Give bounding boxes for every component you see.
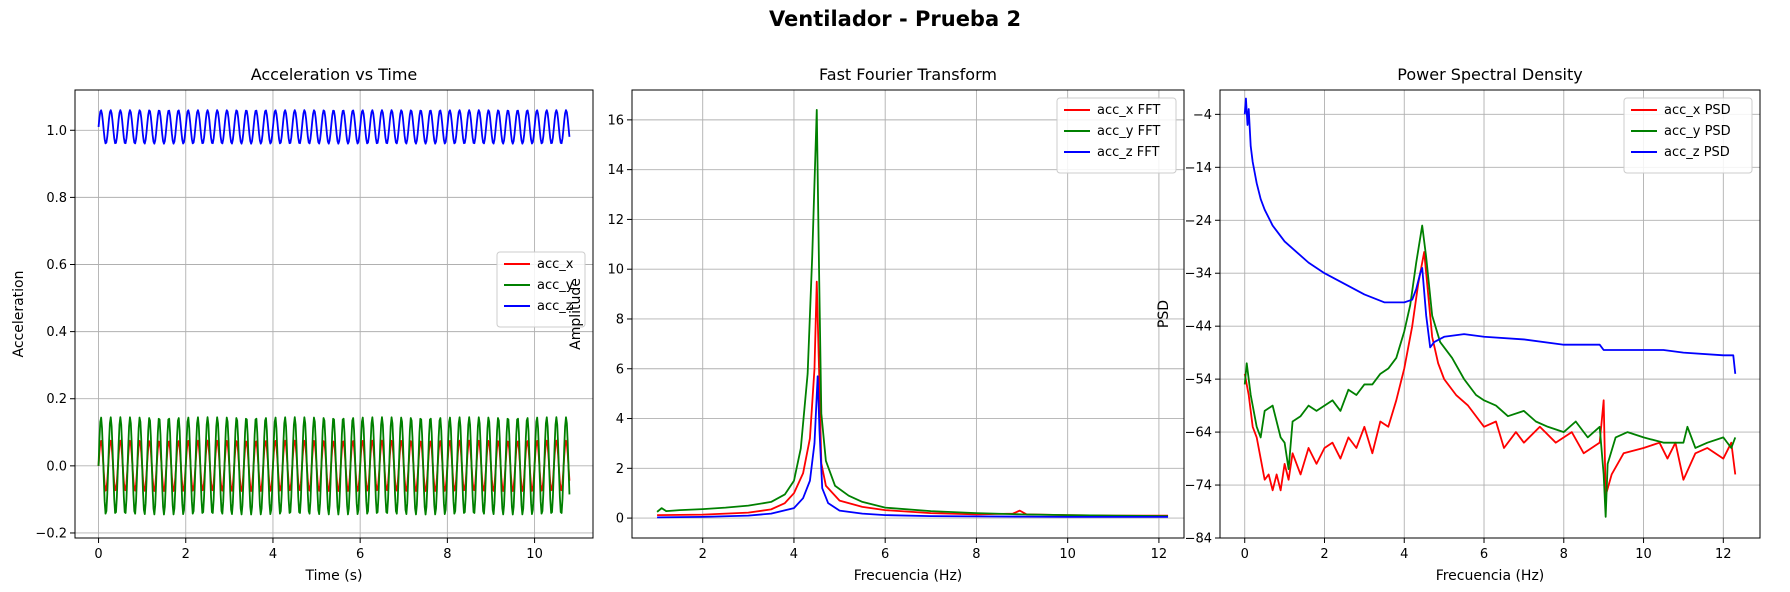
x-tick-label: 2: [182, 547, 190, 562]
y-tick-label: −34: [1185, 267, 1212, 282]
legend-box: [496, 251, 586, 328]
y-axis-label: Amplitude: [568, 278, 584, 350]
y-tick-label: 10: [607, 263, 624, 278]
x-axis-label: Frecuencia (Hz): [1436, 568, 1545, 584]
x-axis-label: Time (s): [305, 568, 363, 584]
y-tick-label: −4: [1193, 108, 1212, 123]
legend-entry-label: acc_y PSD: [1664, 124, 1731, 139]
legend-entry-label: acc_z: [537, 299, 573, 314]
x-tick-label: 12: [1715, 547, 1732, 562]
y-tick-label: 0.4: [46, 325, 67, 340]
legend-entry-label: acc_x FFT: [1097, 103, 1160, 118]
legend-entry-label: acc_y FFT: [1097, 124, 1160, 139]
y-tick-label: 0: [616, 512, 624, 527]
y-tick-label: 2: [616, 462, 624, 477]
series-line-acc_y: [97, 416, 571, 516]
chart-panel-3: 0 2 4 6 8 10 12 −4 −14 −24 −34 −44 −54 −64 −74 −84 Power…: [1156, 65, 1761, 584]
x-tick-label: 10: [1059, 547, 1076, 562]
series-line-acc_x-fft: [657, 280, 1169, 517]
y-tick-label: 4: [616, 412, 624, 427]
y-tick-label: −74: [1185, 479, 1212, 494]
x-tick-label: 10: [526, 547, 543, 562]
legend-entry-label: acc_z PSD: [1664, 145, 1730, 160]
x-tick-label: 2: [699, 547, 707, 562]
x-tick-label: 4: [790, 547, 798, 562]
series-line-acc_x-psd: [1243, 251, 1737, 497]
y-tick-label: 0.0: [46, 459, 67, 474]
x-tick-label: 6: [1480, 547, 1488, 562]
chart-title: Power Spectral Density: [1397, 65, 1582, 84]
plot-frame: [631, 89, 1185, 539]
legend-box: [1623, 97, 1753, 174]
x-axis-label: Frecuencia (Hz): [854, 568, 963, 584]
y-tick-label: 16: [607, 113, 624, 128]
x-tick-label: 0: [1241, 547, 1249, 562]
plot-frame: [74, 89, 594, 539]
legend: acc_x FFT acc_y FFT acc_z FFT: [1056, 97, 1177, 174]
y-tick-label: 14: [607, 163, 624, 178]
x-tick-label: 10: [1635, 547, 1652, 562]
y-tick-label: 0.8: [46, 191, 67, 206]
x-tick-label: 12: [1151, 547, 1168, 562]
chart-panel-2: 2 4 6 8 10 12 0 2 4 6 8 10 12 14 16 Fast Fourier Transf…: [568, 65, 1185, 584]
legend-entry-label: acc_x PSD: [1664, 103, 1731, 118]
chart-title: Fast Fourier Transform: [819, 65, 997, 84]
y-tick-label: 8: [616, 312, 624, 327]
chart-panel-1: 0 2 4 6 8 10 −0.2 0.0 0.2 0.4 0.6 0.8 1.0 Acceleratio…: [11, 65, 594, 584]
x-tick-label: 8: [1560, 547, 1568, 562]
legend: acc_x PSD acc_y PSD acc_z PSD: [1623, 97, 1753, 174]
series-line-acc_y-fft: [656, 109, 1169, 517]
x-tick-label: 2: [1320, 547, 1328, 562]
y-tick-label: 6: [616, 362, 624, 377]
plot-frame: [1219, 89, 1761, 539]
y-tick-label: −64: [1185, 426, 1212, 441]
y-tick-label: 12: [607, 213, 624, 228]
y-tick-label: −0.2: [35, 526, 67, 541]
x-tick-label: 0: [94, 547, 102, 562]
y-tick-label: 1.0: [46, 124, 67, 139]
legend-entry-label: acc_z FFT: [1097, 145, 1159, 160]
y-tick-label: −54: [1185, 373, 1212, 388]
x-tick-label: 6: [881, 547, 889, 562]
legend-entry-label: acc_x: [537, 257, 574, 272]
y-tick-label: −84: [1185, 532, 1212, 547]
y-tick-label: 0.2: [46, 392, 67, 407]
y-tick-label: −44: [1185, 320, 1212, 335]
chart-title: Acceleration vs Time: [251, 65, 418, 84]
x-tick-label: 8: [443, 547, 451, 562]
y-tick-label: −24: [1185, 214, 1212, 229]
series-line-acc_z: [97, 109, 571, 145]
legend-box: [1056, 97, 1177, 174]
figure-title: Ventilador - Prueba 2: [769, 7, 1021, 31]
series-line-acc_y-psd: [1243, 224, 1737, 518]
x-tick-label: 6: [356, 547, 364, 562]
series-line-acc_z-psd: [1243, 97, 1737, 374]
x-tick-label: 8: [972, 547, 980, 562]
x-tick-label: 4: [1400, 547, 1408, 562]
series-line-acc_z-fft: [657, 375, 1169, 519]
y-axis-label: Acceleration: [11, 271, 27, 358]
y-tick-label: −14: [1185, 161, 1212, 176]
y-axis-label: PSD: [1156, 300, 1172, 328]
x-tick-label: 4: [269, 547, 277, 562]
legend-entry-label: acc_y: [537, 278, 574, 293]
y-tick-label: 0.6: [46, 258, 67, 273]
legend: acc_x acc_y acc_z: [496, 251, 586, 328]
